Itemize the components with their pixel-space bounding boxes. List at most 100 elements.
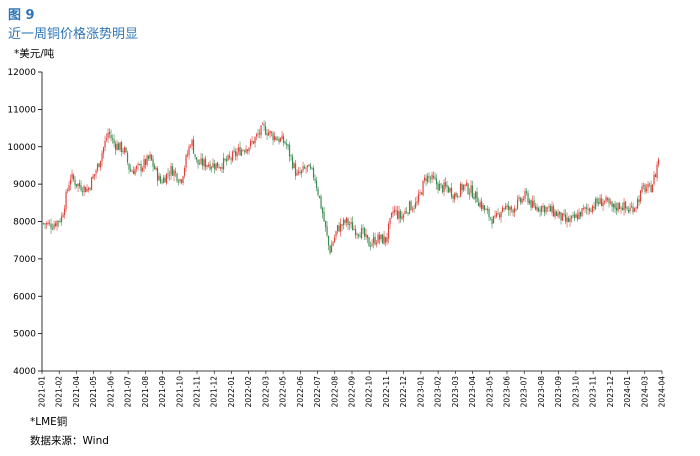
candle-body [557, 213, 559, 217]
candle-body [408, 201, 411, 214]
candle-body [465, 182, 468, 186]
candle-body [95, 170, 97, 174]
data-source: 数据来源：Wind [30, 435, 109, 447]
candle-body [173, 170, 175, 176]
unit-label: *美元/吨 [14, 48, 55, 60]
candle-body [260, 125, 262, 136]
candle-body [122, 151, 124, 152]
candle-body [317, 188, 319, 196]
candle-body [530, 199, 532, 208]
candle-body [504, 206, 507, 210]
candle-body [75, 184, 78, 187]
candle-body [503, 208, 505, 210]
candle-body [348, 224, 351, 226]
candle-body [609, 202, 612, 204]
candle-body [522, 198, 525, 200]
candle-body [510, 207, 513, 210]
candle-body [219, 167, 222, 169]
candle-body [63, 208, 66, 216]
candle-body [474, 191, 477, 199]
candle-body [657, 159, 660, 165]
candle-body [282, 136, 285, 143]
candle-body [540, 206, 543, 213]
candle-body [521, 198, 523, 203]
candle-body [101, 153, 103, 162]
candle-body [647, 184, 649, 188]
x-tick-label: 2021-08 [141, 376, 150, 408]
x-tick-label: 2022-09 [348, 376, 357, 408]
candle-body [113, 139, 115, 144]
candle-body [426, 175, 429, 182]
candle-body [209, 163, 211, 170]
candle-body [168, 175, 171, 177]
candle-body [210, 167, 213, 169]
candle-body [146, 155, 148, 165]
candle-body [92, 175, 94, 179]
candle-body [129, 169, 132, 172]
candle-body [213, 164, 216, 169]
candle-body [347, 218, 349, 225]
candle-body [366, 234, 369, 239]
candle-body [110, 134, 112, 139]
candle-body [414, 202, 417, 208]
y-tick-label: 12000 [7, 68, 36, 78]
candle-body [311, 167, 313, 169]
candle-body [576, 214, 579, 220]
candle-body [323, 212, 325, 222]
x-tick-label: 2023-04 [468, 376, 477, 408]
candle-body [59, 220, 61, 222]
x-tick-label: 2024-04 [658, 376, 667, 408]
candle-body [411, 209, 414, 210]
candle-body [365, 233, 367, 237]
candle-body [434, 177, 436, 179]
candle-body [252, 141, 255, 144]
candle-body [335, 231, 337, 237]
candle-body [617, 202, 619, 211]
candle-body [179, 179, 181, 182]
candle-body [476, 192, 478, 203]
candle-body [143, 159, 145, 168]
candle-body [603, 200, 606, 203]
candle-body [467, 183, 469, 194]
candle-body [419, 191, 421, 194]
candle-body [431, 174, 433, 180]
candle-body [513, 208, 516, 213]
candle-body [176, 173, 178, 182]
candle-body [621, 207, 624, 211]
candle-body [248, 147, 250, 152]
candle-body [287, 144, 289, 147]
candle-body [302, 166, 304, 171]
candle-body [65, 191, 67, 210]
candle-body [402, 214, 405, 218]
candle-body [161, 182, 163, 184]
candle-body [561, 213, 564, 221]
candle-body [233, 150, 235, 152]
candle-body [537, 207, 540, 212]
candle-body [62, 214, 64, 218]
candle-body [123, 147, 126, 153]
candle-body [641, 186, 643, 192]
x-tick-label: 2022-06 [296, 376, 305, 408]
candle-body [108, 131, 111, 134]
candle-body [591, 205, 594, 212]
candle-body [539, 210, 541, 212]
candle-body [318, 195, 321, 198]
candle-body [534, 206, 537, 210]
candle-body [57, 221, 60, 222]
candle-body [516, 199, 519, 209]
candle-body [585, 207, 588, 209]
y-tick-label: 9000 [13, 180, 36, 190]
candle-body [650, 185, 652, 193]
candle-body [237, 147, 240, 152]
candle-body [45, 223, 48, 225]
candle-body [102, 147, 105, 154]
candle-body [270, 132, 273, 133]
candle-body [135, 166, 138, 169]
candle-body [353, 229, 355, 230]
candle-body [81, 191, 84, 193]
candle-body [342, 219, 345, 226]
candle-body [261, 123, 264, 125]
candle-body [279, 138, 282, 142]
candle-body [645, 188, 648, 192]
candle-body [68, 185, 70, 191]
